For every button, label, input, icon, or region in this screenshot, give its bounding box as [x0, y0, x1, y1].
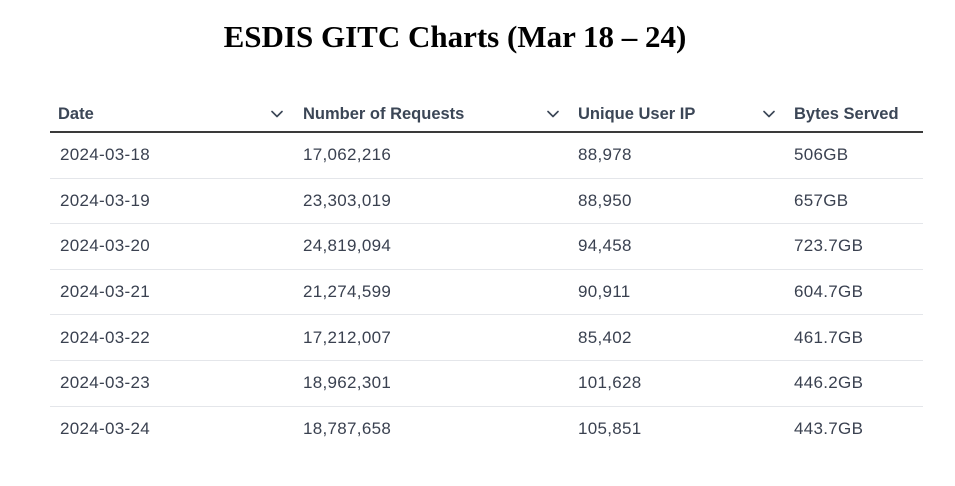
cell-bytes: 604.7GB	[794, 282, 864, 302]
cell-unique-ip: 101,628	[578, 373, 642, 393]
cell-unique-ip: 94,458	[578, 236, 632, 256]
cell-bytes: 446.2GB	[794, 373, 864, 393]
column-header-unique-ip[interactable]: Unique User IP	[571, 97, 787, 131]
table-row: 2024-03-19 23,303,019 88,950 657GB	[50, 179, 923, 225]
cell-unique-ip: 88,950	[578, 190, 632, 210]
column-header-date[interactable]: Date	[50, 97, 295, 131]
column-header-requests[interactable]: Number of Requests	[295, 97, 571, 131]
column-header-label: Unique User IP	[578, 104, 696, 123]
cell-requests: 21,274,599	[303, 282, 392, 302]
cell-date: 2024-03-24	[60, 419, 150, 439]
cell-date: 2024-03-19	[60, 190, 150, 210]
cell-requests: 18,787,658	[303, 419, 392, 439]
table-row: 2024-03-18 17,062,216 88,978 506GB	[50, 133, 923, 179]
cell-date: 2024-03-23	[60, 373, 150, 393]
cell-requests: 17,062,216	[303, 145, 392, 165]
cell-date: 2024-03-18	[60, 145, 150, 165]
cell-unique-ip: 85,402	[578, 327, 632, 347]
cell-bytes: 506GB	[794, 145, 849, 165]
cell-unique-ip: 90,911	[578, 282, 631, 302]
column-header-label: Bytes Served	[794, 104, 899, 123]
column-header-label: Number of Requests	[303, 104, 465, 123]
chevron-down-icon[interactable]	[761, 106, 777, 122]
cell-bytes: 723.7GB	[794, 236, 864, 256]
table-row: 2024-03-24 18,787,658 105,851 443.7GB	[50, 407, 923, 453]
cell-date: 2024-03-22	[60, 327, 150, 347]
chevron-down-icon[interactable]	[269, 106, 285, 122]
page-title: ESDIS GITC Charts (Mar 18 – 24)	[223, 19, 687, 54]
cell-bytes: 461.7GB	[794, 327, 864, 347]
column-header-bytes[interactable]: Bytes Served	[787, 97, 923, 131]
cell-requests: 24,819,094	[303, 236, 392, 256]
data-table: Date Number of Requests Unique User IP B…	[50, 97, 923, 452]
table-row: 2024-03-20 24,819,094 94,458 723.7GB	[50, 224, 923, 270]
cell-bytes: 443.7GB	[794, 419, 864, 439]
table-row: 2024-03-21 21,274,599 90,911 604.7GB	[50, 270, 923, 316]
table-header: Date Number of Requests Unique User IP B…	[50, 97, 923, 133]
cell-requests: 17,212,007	[303, 327, 392, 347]
cell-unique-ip: 105,851	[578, 419, 642, 439]
column-header-label: Date	[58, 104, 94, 123]
cell-bytes: 657GB	[794, 190, 849, 210]
cell-requests: 18,962,301	[303, 373, 392, 393]
cell-date: 2024-03-21	[60, 282, 150, 302]
table-row: 2024-03-23 18,962,301 101,628 446.2GB	[50, 361, 923, 407]
cell-date: 2024-03-20	[60, 236, 150, 256]
cell-unique-ip: 88,978	[578, 145, 632, 165]
table-row: 2024-03-22 17,212,007 85,402 461.7GB	[50, 315, 923, 361]
cell-requests: 23,303,019	[303, 190, 392, 210]
chevron-down-icon[interactable]	[545, 106, 561, 122]
